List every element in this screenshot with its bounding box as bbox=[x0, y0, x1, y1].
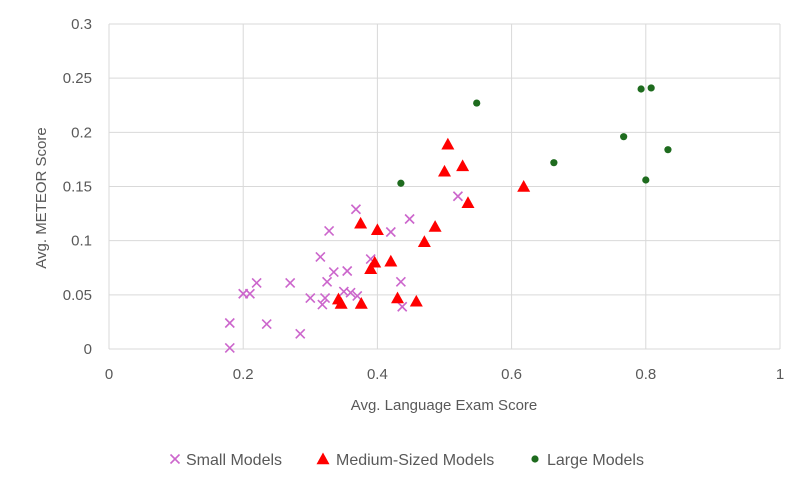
small-model-point bbox=[295, 328, 306, 339]
small-model-point bbox=[328, 267, 339, 278]
x-tick-label: 0.2 bbox=[233, 366, 254, 383]
small-model-point bbox=[315, 251, 326, 262]
y-tick-label: 0.1 bbox=[71, 233, 92, 250]
legend-marker-x bbox=[169, 453, 181, 465]
small-model-point bbox=[305, 293, 316, 304]
x-tick-label: 0.6 bbox=[501, 366, 522, 383]
small-model-point bbox=[385, 226, 396, 238]
small-model-point bbox=[251, 277, 262, 288]
medium-model-point bbox=[370, 223, 384, 236]
small-model-point bbox=[342, 265, 353, 277]
y-tick-label: 0.25 bbox=[63, 70, 92, 87]
medium-model-point bbox=[384, 254, 398, 267]
medium-model-point bbox=[364, 262, 378, 275]
small-model-point bbox=[319, 293, 331, 304]
y-axis-title: Avg. METEOR Score bbox=[33, 127, 50, 268]
small-model-point bbox=[397, 301, 408, 312]
y-tick-label: 0.2 bbox=[71, 124, 92, 141]
small-model-point bbox=[322, 276, 333, 287]
tick-labels: 0 0.2 0.4 0.6 0.8 1 0 0.05 0.1 0.15 0.2 0.25 0.3 bbox=[63, 16, 784, 383]
medium-model-point bbox=[456, 159, 470, 172]
large-model-point bbox=[397, 179, 405, 187]
legend-label: Small Models bbox=[186, 452, 282, 469]
legend-label: Medium-Sized Models bbox=[336, 452, 494, 469]
small-model-point bbox=[395, 276, 406, 287]
medium-model-point bbox=[368, 255, 382, 268]
small-model-point bbox=[345, 287, 356, 298]
medium-model-point bbox=[438, 164, 451, 177]
small-model-point bbox=[324, 225, 335, 236]
small-model-point bbox=[224, 317, 235, 329]
medium-model-point bbox=[428, 220, 442, 232]
small-model-point bbox=[261, 319, 272, 330]
legend-label: Large Models bbox=[547, 452, 644, 469]
legend: Small Models Medium-Sized Models Large Mod… bbox=[169, 452, 644, 469]
small-model-point bbox=[224, 342, 235, 353]
large-model-point bbox=[637, 85, 645, 93]
medium-model-point bbox=[409, 294, 423, 307]
x-axis-title: Avg. Language Exam Score bbox=[351, 397, 538, 414]
small-model-point bbox=[452, 191, 463, 202]
x-tick-label: 1 bbox=[776, 366, 784, 383]
medium-model-point bbox=[354, 297, 368, 309]
y-tick-label: 0.15 bbox=[63, 179, 92, 196]
medium-model-point bbox=[441, 137, 455, 150]
medium-model-point bbox=[334, 297, 348, 309]
legend-marker-circle bbox=[531, 455, 539, 463]
data-points bbox=[224, 84, 672, 353]
small-model-point bbox=[317, 299, 328, 310]
large-model-point bbox=[664, 146, 672, 154]
small-model-point bbox=[244, 288, 255, 299]
medium-model-point bbox=[354, 216, 368, 229]
y-tick-label: 0.3 bbox=[71, 16, 92, 33]
medium-model-point bbox=[517, 180, 531, 192]
small-model-point bbox=[350, 204, 361, 215]
x-tick-label: 0.8 bbox=[635, 366, 656, 383]
large-model-point bbox=[620, 133, 628, 141]
medium-model-point bbox=[417, 235, 431, 247]
large-model-point bbox=[647, 84, 655, 92]
large-model-point bbox=[473, 99, 481, 107]
large-model-point bbox=[642, 176, 650, 184]
x-tick-label: 0.4 bbox=[367, 366, 388, 383]
large-model-point bbox=[550, 159, 558, 167]
medium-model-point bbox=[391, 291, 405, 304]
legend-marker-triangle bbox=[316, 452, 330, 465]
medium-model-point bbox=[461, 196, 475, 208]
y-tick-label: 0 bbox=[84, 341, 92, 358]
small-model-point bbox=[285, 277, 296, 288]
small-model-point bbox=[404, 213, 415, 225]
gridlines bbox=[108, 23, 781, 350]
x-tick-label: 0 bbox=[105, 366, 113, 383]
y-tick-label: 0.05 bbox=[63, 287, 92, 304]
